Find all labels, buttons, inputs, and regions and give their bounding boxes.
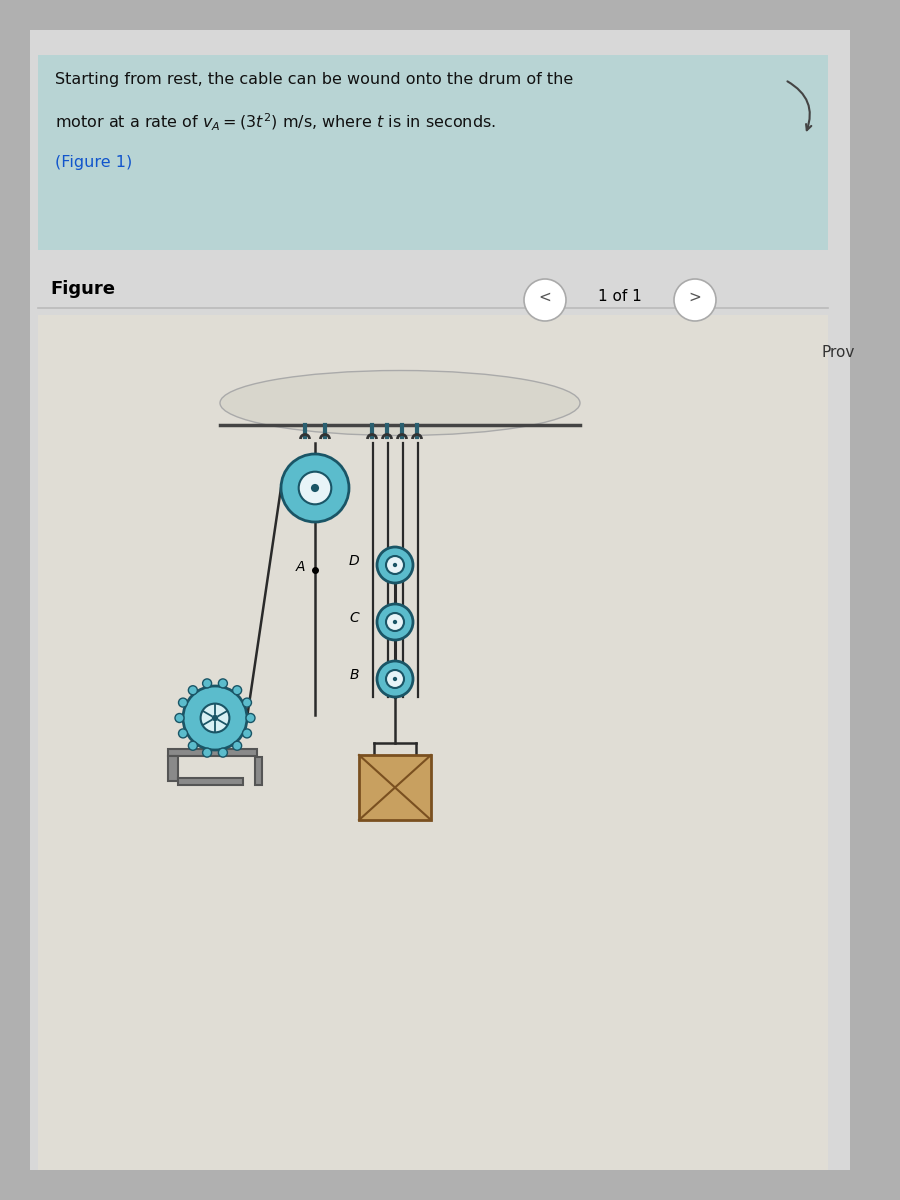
Circle shape [310,484,320,492]
Circle shape [242,728,251,738]
Circle shape [219,748,228,757]
Text: D: D [348,554,359,568]
Circle shape [178,728,187,738]
Circle shape [175,714,184,722]
Circle shape [178,698,187,707]
Circle shape [219,679,228,688]
Circle shape [386,556,404,574]
Text: Starting from rest, the cable can be wound onto the drum of the: Starting from rest, the cable can be wou… [55,72,573,86]
Bar [168,749,257,756]
Circle shape [212,715,218,721]
Text: 1 of 1: 1 of 1 [598,289,642,305]
Circle shape [188,742,197,750]
Text: >: > [688,289,701,305]
Circle shape [232,685,241,695]
Circle shape [377,547,413,583]
Text: (Figure 1): (Figure 1) [55,155,132,170]
Text: Figure: Figure [50,280,115,298]
Circle shape [386,670,404,688]
Circle shape [281,454,349,522]
Ellipse shape [220,371,580,436]
Text: Prov: Prov [822,344,855,360]
Circle shape [392,563,397,568]
Circle shape [183,686,247,750]
Bar [178,778,243,785]
Circle shape [377,604,413,640]
Text: <: < [538,289,552,305]
Circle shape [246,714,255,722]
Circle shape [524,278,566,320]
Text: motor at a rate of $v_A = (3t^2)$ m/s, where $t$ is in seconds.: motor at a rate of $v_A = (3t^2)$ m/s, w… [55,112,496,133]
Bar [38,314,828,1170]
Circle shape [392,620,397,624]
Circle shape [299,472,331,504]
Circle shape [202,679,211,688]
Bar [38,55,828,250]
Circle shape [232,742,241,750]
Text: A: A [295,560,305,574]
Circle shape [386,613,404,631]
Circle shape [188,685,197,695]
Bar [168,756,178,781]
Circle shape [377,661,413,697]
Circle shape [392,677,397,682]
Circle shape [201,703,230,732]
Bar [255,757,262,785]
Text: C: C [349,611,359,625]
Bar [359,755,431,820]
Text: B: B [349,668,359,682]
Circle shape [674,278,716,320]
Circle shape [242,698,251,707]
Circle shape [202,748,211,757]
